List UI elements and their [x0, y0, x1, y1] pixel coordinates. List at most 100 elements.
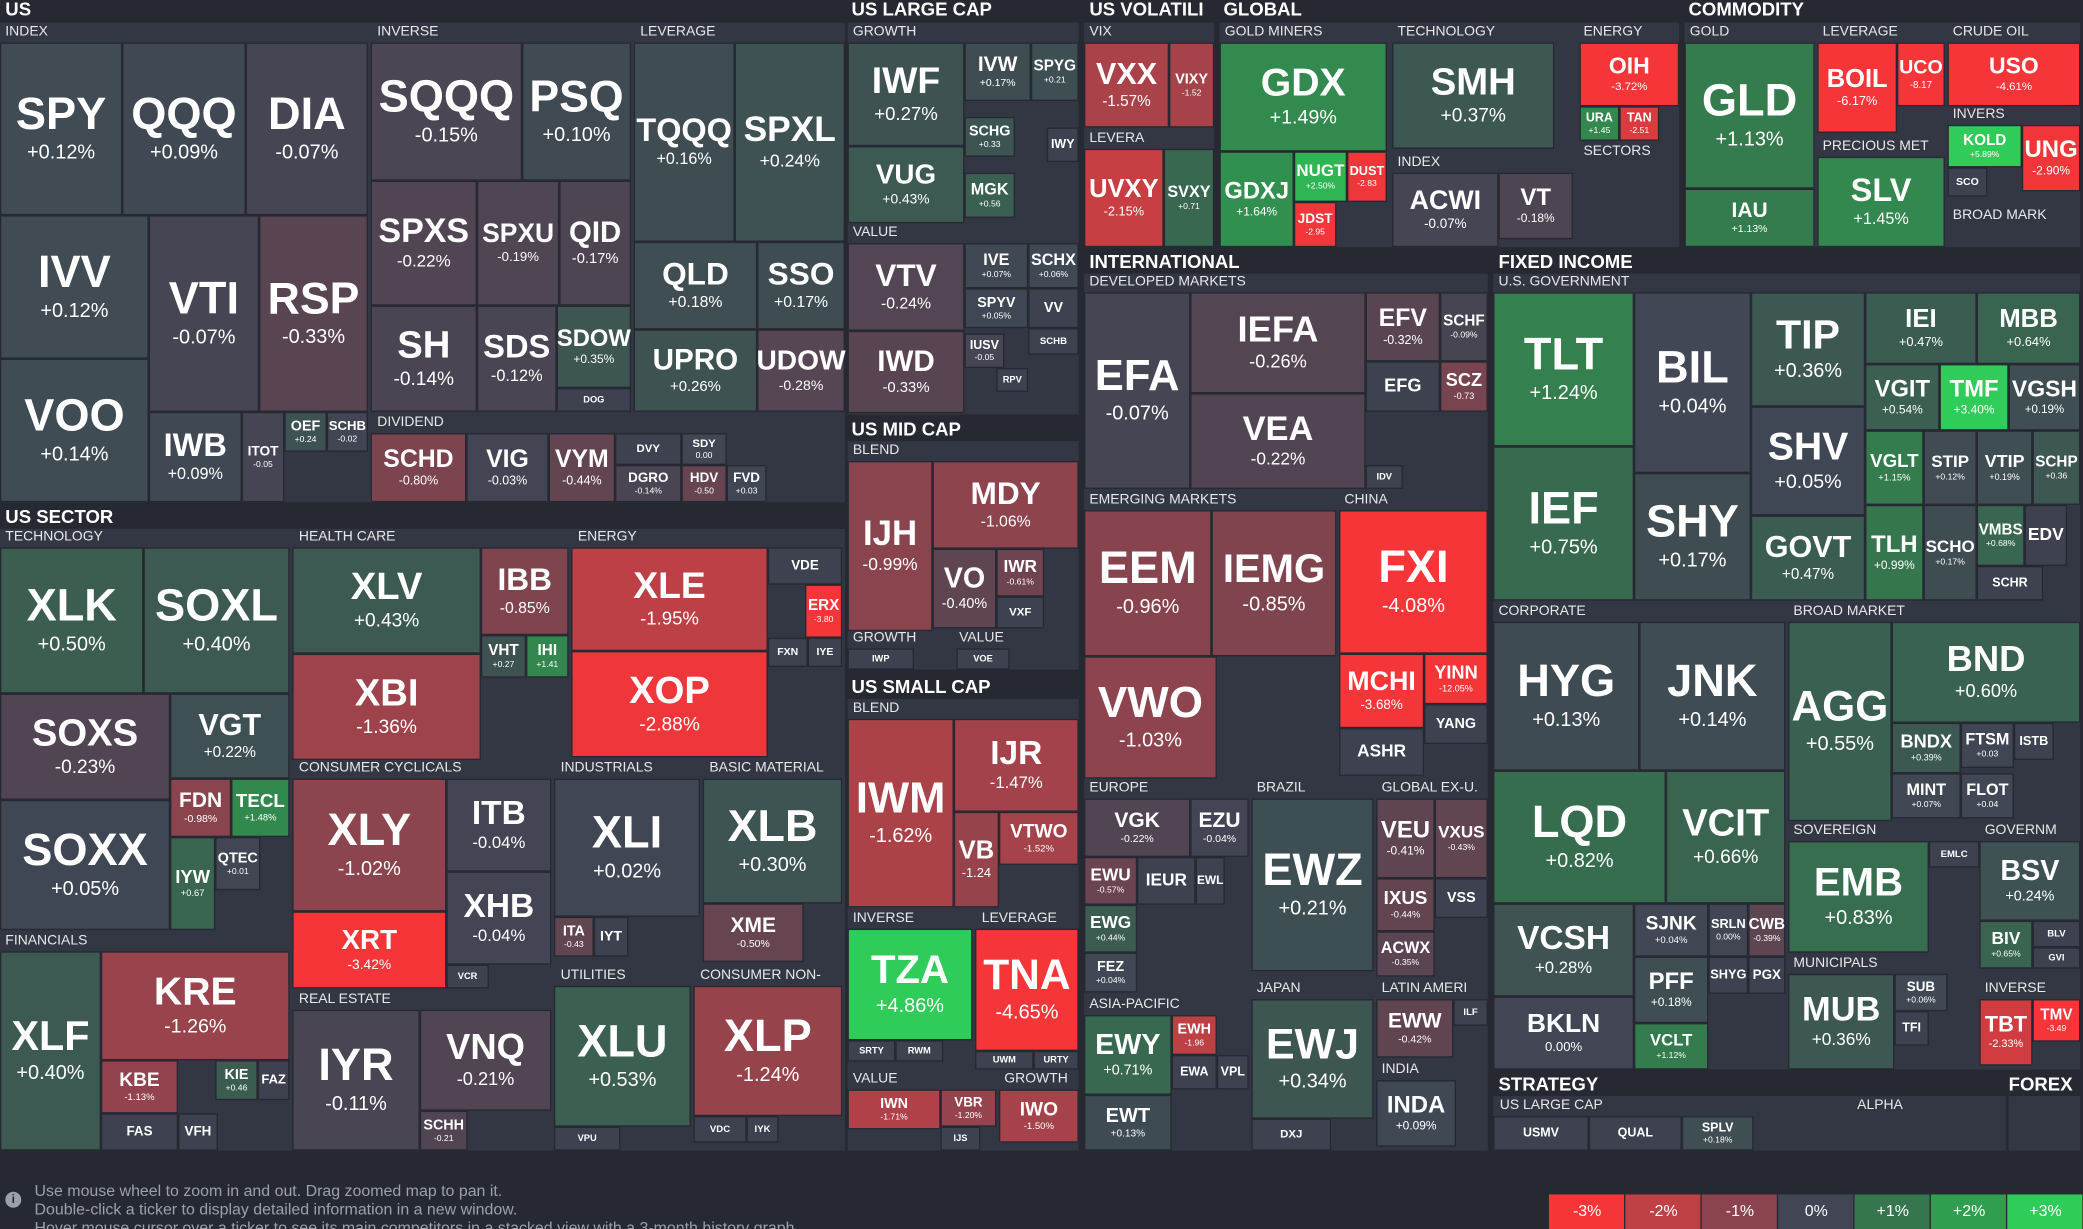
tile [1633, 292, 1751, 473]
change-label: -0.40% [942, 596, 988, 612]
change-label: +0.14% [40, 443, 108, 465]
subgroup-title: CORPORATE [1498, 602, 1585, 618]
tile [1788, 973, 1895, 1070]
ticker-label: BOIL [1827, 65, 1888, 93]
legend-label: +3% [2029, 1203, 2061, 1220]
ticker-label: EMB [1814, 859, 1903, 904]
change-label: -1.57% [1102, 93, 1151, 110]
change-label: -0.04% [1203, 834, 1236, 845]
tile [1493, 1116, 1589, 1151]
tile [1633, 1023, 1709, 1070]
tile [693, 985, 843, 1117]
subgroup-title: U.S. GOVERNMENT [1498, 272, 1629, 288]
ticker-label: FLOT [1966, 781, 2008, 799]
ticker-label: IEI [1905, 305, 1937, 333]
change-label: -3.72% [1611, 81, 1647, 93]
tile [1493, 621, 1640, 771]
ticker-label: XLV [351, 565, 423, 608]
ticker-label: VPU [578, 1133, 597, 1143]
change-label: -1.52% [1024, 843, 1055, 854]
tile [975, 928, 1079, 1051]
change-label: -1.52 [1182, 87, 1202, 97]
ticker-label: ITOT [248, 443, 280, 458]
ticker-label: SCHF [1443, 313, 1485, 330]
ticker-label: ACWI [1410, 185, 1482, 215]
change-label: +0.30% [738, 854, 806, 876]
tile [1137, 856, 1196, 905]
subgroup-title: US LARGE CAP [1500, 1096, 1603, 1112]
tile [1046, 127, 1079, 163]
tile [370, 305, 477, 412]
ticker-label: SQQQ [379, 71, 514, 122]
ticker-label: MGK [971, 180, 1009, 198]
ticker-label: TLT [1524, 328, 1604, 379]
ticker-label: TBT [1985, 1012, 2028, 1037]
tile [1633, 956, 1709, 1024]
ticker-label: VOO [24, 389, 124, 440]
subgroup-title: DEVELOPED MARKETS [1089, 272, 1245, 288]
ticker-label: VYM [555, 446, 609, 473]
ticker-label: QQQ [131, 88, 236, 139]
tile [1865, 364, 1940, 431]
ticker-label: MINT [1906, 781, 1946, 799]
change-label: -0.42% [1398, 1035, 1431, 1046]
legend-label: -3% [1573, 1203, 1601, 1220]
subgroup-title: VALUE [853, 223, 898, 239]
ticker-label: XOP [629, 669, 710, 712]
tile [847, 648, 914, 670]
change-label: +0.99% [1874, 558, 1915, 572]
tile [964, 243, 1029, 289]
tile [1681, 1116, 1754, 1151]
tile [1293, 151, 1348, 202]
tile [326, 411, 368, 452]
tile [767, 637, 808, 667]
group-title: US MID CAP [852, 418, 961, 439]
change-label: -0.07% [275, 142, 338, 164]
ticker-label: QTEC [218, 850, 259, 866]
ticker-label: GOVT [1765, 530, 1852, 564]
subgroup-title: LEVERAGE [640, 23, 715, 39]
tile [1033, 1050, 1079, 1070]
ticker-label: IXUS [1384, 887, 1428, 908]
ticker-label: IYR [318, 1039, 393, 1090]
ticker-label: IYT [600, 928, 622, 944]
tile [1440, 361, 1488, 412]
tile [1976, 504, 2025, 567]
change-label: -1.50% [1024, 1121, 1055, 1132]
subgroup-title: LEVERA [1089, 129, 1145, 145]
change-label: +0.82% [1545, 850, 1613, 872]
subgroup-title: GROWTH [853, 23, 916, 39]
change-label: +0.05% [982, 311, 1012, 321]
tile [559, 180, 632, 306]
tile [1960, 773, 2014, 819]
ticker-label: USO [1989, 53, 2039, 79]
change-label: +0.83% [1824, 907, 1892, 929]
tile [998, 1089, 1079, 1143]
tile [1169, 42, 1215, 128]
ticker-label: VWO [1098, 678, 1203, 727]
tile [178, 1113, 218, 1151]
group-title: GLOBAL [1223, 0, 1301, 20]
change-label: +0.66% [1693, 847, 1758, 868]
tile [1251, 999, 1374, 1119]
tile [553, 1126, 621, 1151]
tile [1339, 510, 1488, 654]
subgroup-title: ENERGY [1584, 23, 1643, 39]
change-label: +0.43% [882, 191, 929, 207]
change-label: 0.00% [1716, 932, 1741, 942]
ticker-label: ACWX [1381, 939, 1431, 957]
tile [571, 547, 768, 652]
ticker-label: EWL [1197, 873, 1224, 887]
change-label: +0.64% [2007, 334, 2051, 349]
ticker-label: XLK [27, 579, 118, 630]
change-label: +0.47% [1899, 334, 1943, 349]
tile [1579, 106, 1620, 141]
ticker-label: VTWO [1010, 822, 1067, 843]
tile [1748, 956, 1786, 994]
subgroup-title: GROWTH [1004, 1070, 1067, 1086]
tile [1865, 292, 1977, 365]
change-label: +0.21% [1278, 898, 1346, 920]
change-label: -6.17% [1837, 93, 1877, 108]
tile [964, 172, 1015, 218]
tile [1084, 1015, 1172, 1095]
